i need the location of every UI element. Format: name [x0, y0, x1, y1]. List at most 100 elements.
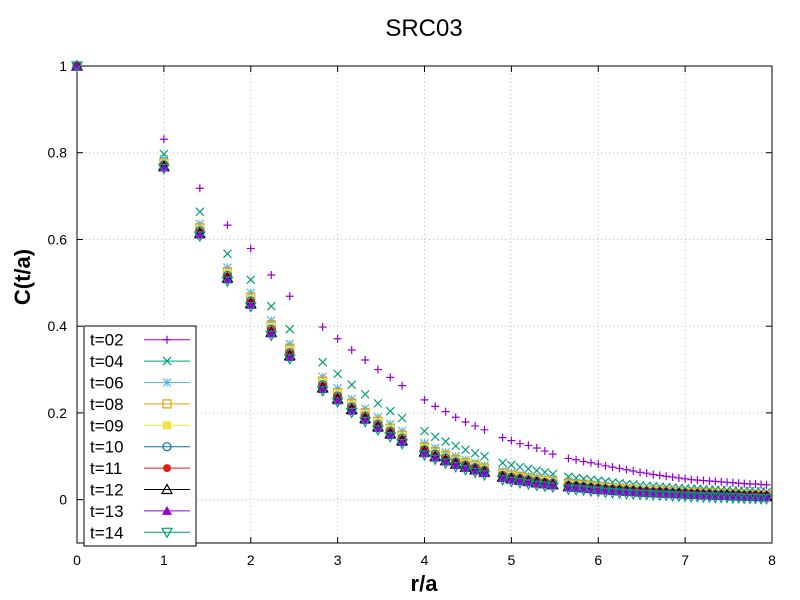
data-point — [522, 479, 535, 491]
data-point — [459, 465, 472, 476]
data-point — [649, 470, 658, 479]
data-point — [760, 494, 773, 506]
data-point — [373, 398, 383, 408]
data-point — [629, 467, 638, 476]
legend-marker — [160, 527, 174, 539]
data-point — [318, 323, 327, 332]
data-point — [371, 425, 384, 437]
data-point — [439, 458, 452, 470]
data-point — [266, 301, 276, 311]
data-point — [441, 407, 450, 416]
data-point — [640, 489, 653, 501]
data-point — [333, 334, 342, 343]
data-point — [660, 490, 673, 502]
data-point — [613, 488, 626, 500]
y-tick-label: 0.8 — [48, 145, 68, 161]
data-point — [636, 468, 645, 477]
data-point — [515, 439, 524, 448]
data-point — [532, 444, 541, 453]
data-point — [360, 389, 370, 399]
x-tick-label: 0 — [73, 552, 81, 568]
data-point — [480, 451, 489, 461]
data-point — [627, 489, 640, 501]
y-tick-label: 0.2 — [48, 405, 68, 421]
data-point — [318, 357, 328, 367]
data-point — [345, 407, 358, 419]
data-point — [577, 485, 590, 497]
data-point — [634, 489, 647, 501]
data-point — [430, 432, 440, 442]
data-point — [267, 271, 276, 280]
data-point — [441, 437, 451, 446]
data-point — [524, 441, 533, 450]
data-point — [523, 464, 533, 474]
legend-marker — [162, 399, 172, 409]
legend-label: t=04 — [90, 352, 124, 371]
data-point — [478, 470, 491, 482]
data-point — [193, 231, 206, 243]
data-point — [418, 450, 431, 462]
data-point — [441, 447, 451, 457]
legend-label: t=11 — [90, 459, 122, 478]
data-point — [451, 413, 460, 422]
x-axis-label: r/a — [411, 571, 439, 596]
data-point — [266, 316, 276, 325]
y-tick-label: 0.4 — [48, 318, 68, 334]
data-point — [429, 454, 442, 466]
data-point — [507, 436, 516, 445]
data-point — [697, 492, 710, 504]
data-point — [715, 492, 728, 504]
data-point — [608, 463, 617, 472]
legend-label: t=12 — [90, 481, 124, 500]
data-point — [505, 476, 518, 488]
legend-label: t=08 — [90, 395, 124, 414]
x-tick-label: 2 — [247, 552, 255, 568]
data-point — [532, 466, 542, 476]
data-point — [316, 386, 329, 398]
data-point — [620, 488, 633, 500]
data-point — [562, 484, 575, 496]
data-point — [515, 462, 525, 472]
data-point — [223, 221, 232, 230]
data-point — [538, 481, 551, 493]
data-point — [221, 276, 234, 288]
data-point — [470, 448, 480, 458]
data-point — [691, 492, 704, 503]
data-point — [246, 275, 256, 285]
data-point — [449, 462, 462, 473]
legend-marker — [162, 378, 172, 387]
data-point — [451, 441, 461, 451]
data-point — [361, 356, 370, 365]
data-point — [244, 302, 257, 313]
legend-label: t=10 — [90, 438, 124, 457]
data-point — [420, 426, 429, 436]
data-point — [285, 292, 294, 301]
data-point — [513, 478, 526, 489]
data-point — [564, 454, 573, 463]
data-point — [584, 486, 597, 498]
data-point — [601, 461, 610, 470]
data-point — [347, 346, 356, 355]
data-point — [570, 485, 583, 496]
data-point — [655, 471, 664, 480]
series-t=02 — [73, 62, 771, 489]
data-point — [668, 473, 677, 482]
data-point — [653, 490, 666, 502]
legend-label: t=02 — [90, 331, 124, 350]
data-point — [709, 492, 722, 504]
data-point — [461, 445, 470, 455]
data-point — [672, 491, 685, 503]
data-points — [70, 59, 773, 506]
legend-box — [83, 325, 197, 547]
data-point — [347, 380, 357, 390]
data-point — [384, 432, 397, 443]
data-point — [359, 416, 372, 428]
data-point — [157, 163, 170, 175]
data-point — [223, 249, 232, 259]
data-point — [506, 460, 516, 470]
legend-label: t=14 — [90, 523, 124, 542]
data-point — [331, 397, 344, 409]
x-tick-label: 3 — [334, 552, 342, 568]
data-point — [397, 413, 407, 423]
data-point — [283, 354, 296, 365]
